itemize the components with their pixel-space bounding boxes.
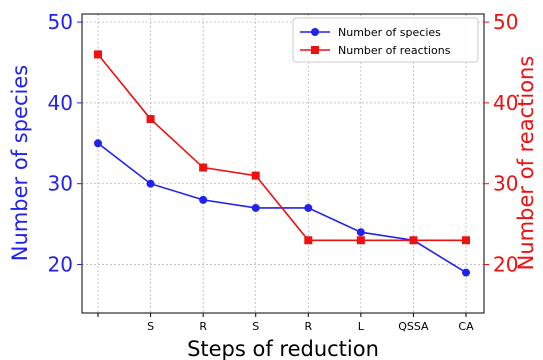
left-y-tick-label: 40 [48, 91, 73, 115]
reactions-point [199, 163, 208, 172]
x-tick-label: L [358, 320, 365, 333]
reactions-point [94, 50, 102, 59]
reactions-point [356, 236, 365, 245]
right-y-tick-label: 50 [493, 10, 518, 34]
species-point [462, 268, 470, 277]
reactions-point [251, 171, 260, 180]
legend-box [292, 17, 479, 63]
reactions-point [409, 236, 418, 245]
species-point [356, 228, 365, 237]
legend-reactions-label: Number of reactions [338, 44, 451, 57]
right-y-tick-label: 40 [493, 91, 518, 115]
grid-lines [82, 14, 484, 313]
right-y-axis-label: Number of reactions [514, 56, 538, 271]
left-y-tick-label: 20 [48, 253, 73, 277]
legend-species-marker [311, 28, 319, 36]
left-y-tick-label: 30 [48, 172, 73, 196]
x-tick-label: S [252, 320, 259, 333]
reactions-point [146, 115, 155, 124]
legend: Number of species Number of reactions [292, 17, 479, 63]
x-tick-label: S [147, 320, 154, 333]
x-axis-ticks: S R S R L QSSA CA [97, 313, 474, 333]
series-line-reactions [97, 53, 466, 242]
reactions-point [462, 236, 470, 245]
legend-reactions-marker [311, 46, 319, 54]
left-y-axis-ticks: 20 30 40 50 [48, 10, 82, 277]
plot-frame [81, 13, 485, 314]
right-y-axis-ticks: 20 30 40 50 [484, 10, 518, 277]
species-point [251, 203, 260, 212]
reactions-point [304, 236, 313, 245]
x-tick-label: QSSA [398, 320, 429, 333]
x-axis-label: Steps of reduction [187, 337, 379, 360]
x-tick-label: R [199, 320, 207, 333]
series-layer [94, 50, 470, 277]
left-y-tick-label: 50 [48, 10, 73, 34]
species-point [199, 195, 208, 204]
right-y-tick-label: 30 [493, 172, 518, 196]
x-tick-label: CA [458, 320, 474, 333]
x-tick-label: R [304, 320, 312, 333]
plot-area [82, 14, 484, 313]
right-y-tick-label: 20 [493, 253, 518, 277]
species-point [304, 203, 313, 212]
legend-species-label: Number of species [338, 26, 441, 39]
left-y-axis-label: Number of species [8, 65, 32, 261]
species-point [146, 179, 155, 188]
species-point [94, 139, 102, 148]
